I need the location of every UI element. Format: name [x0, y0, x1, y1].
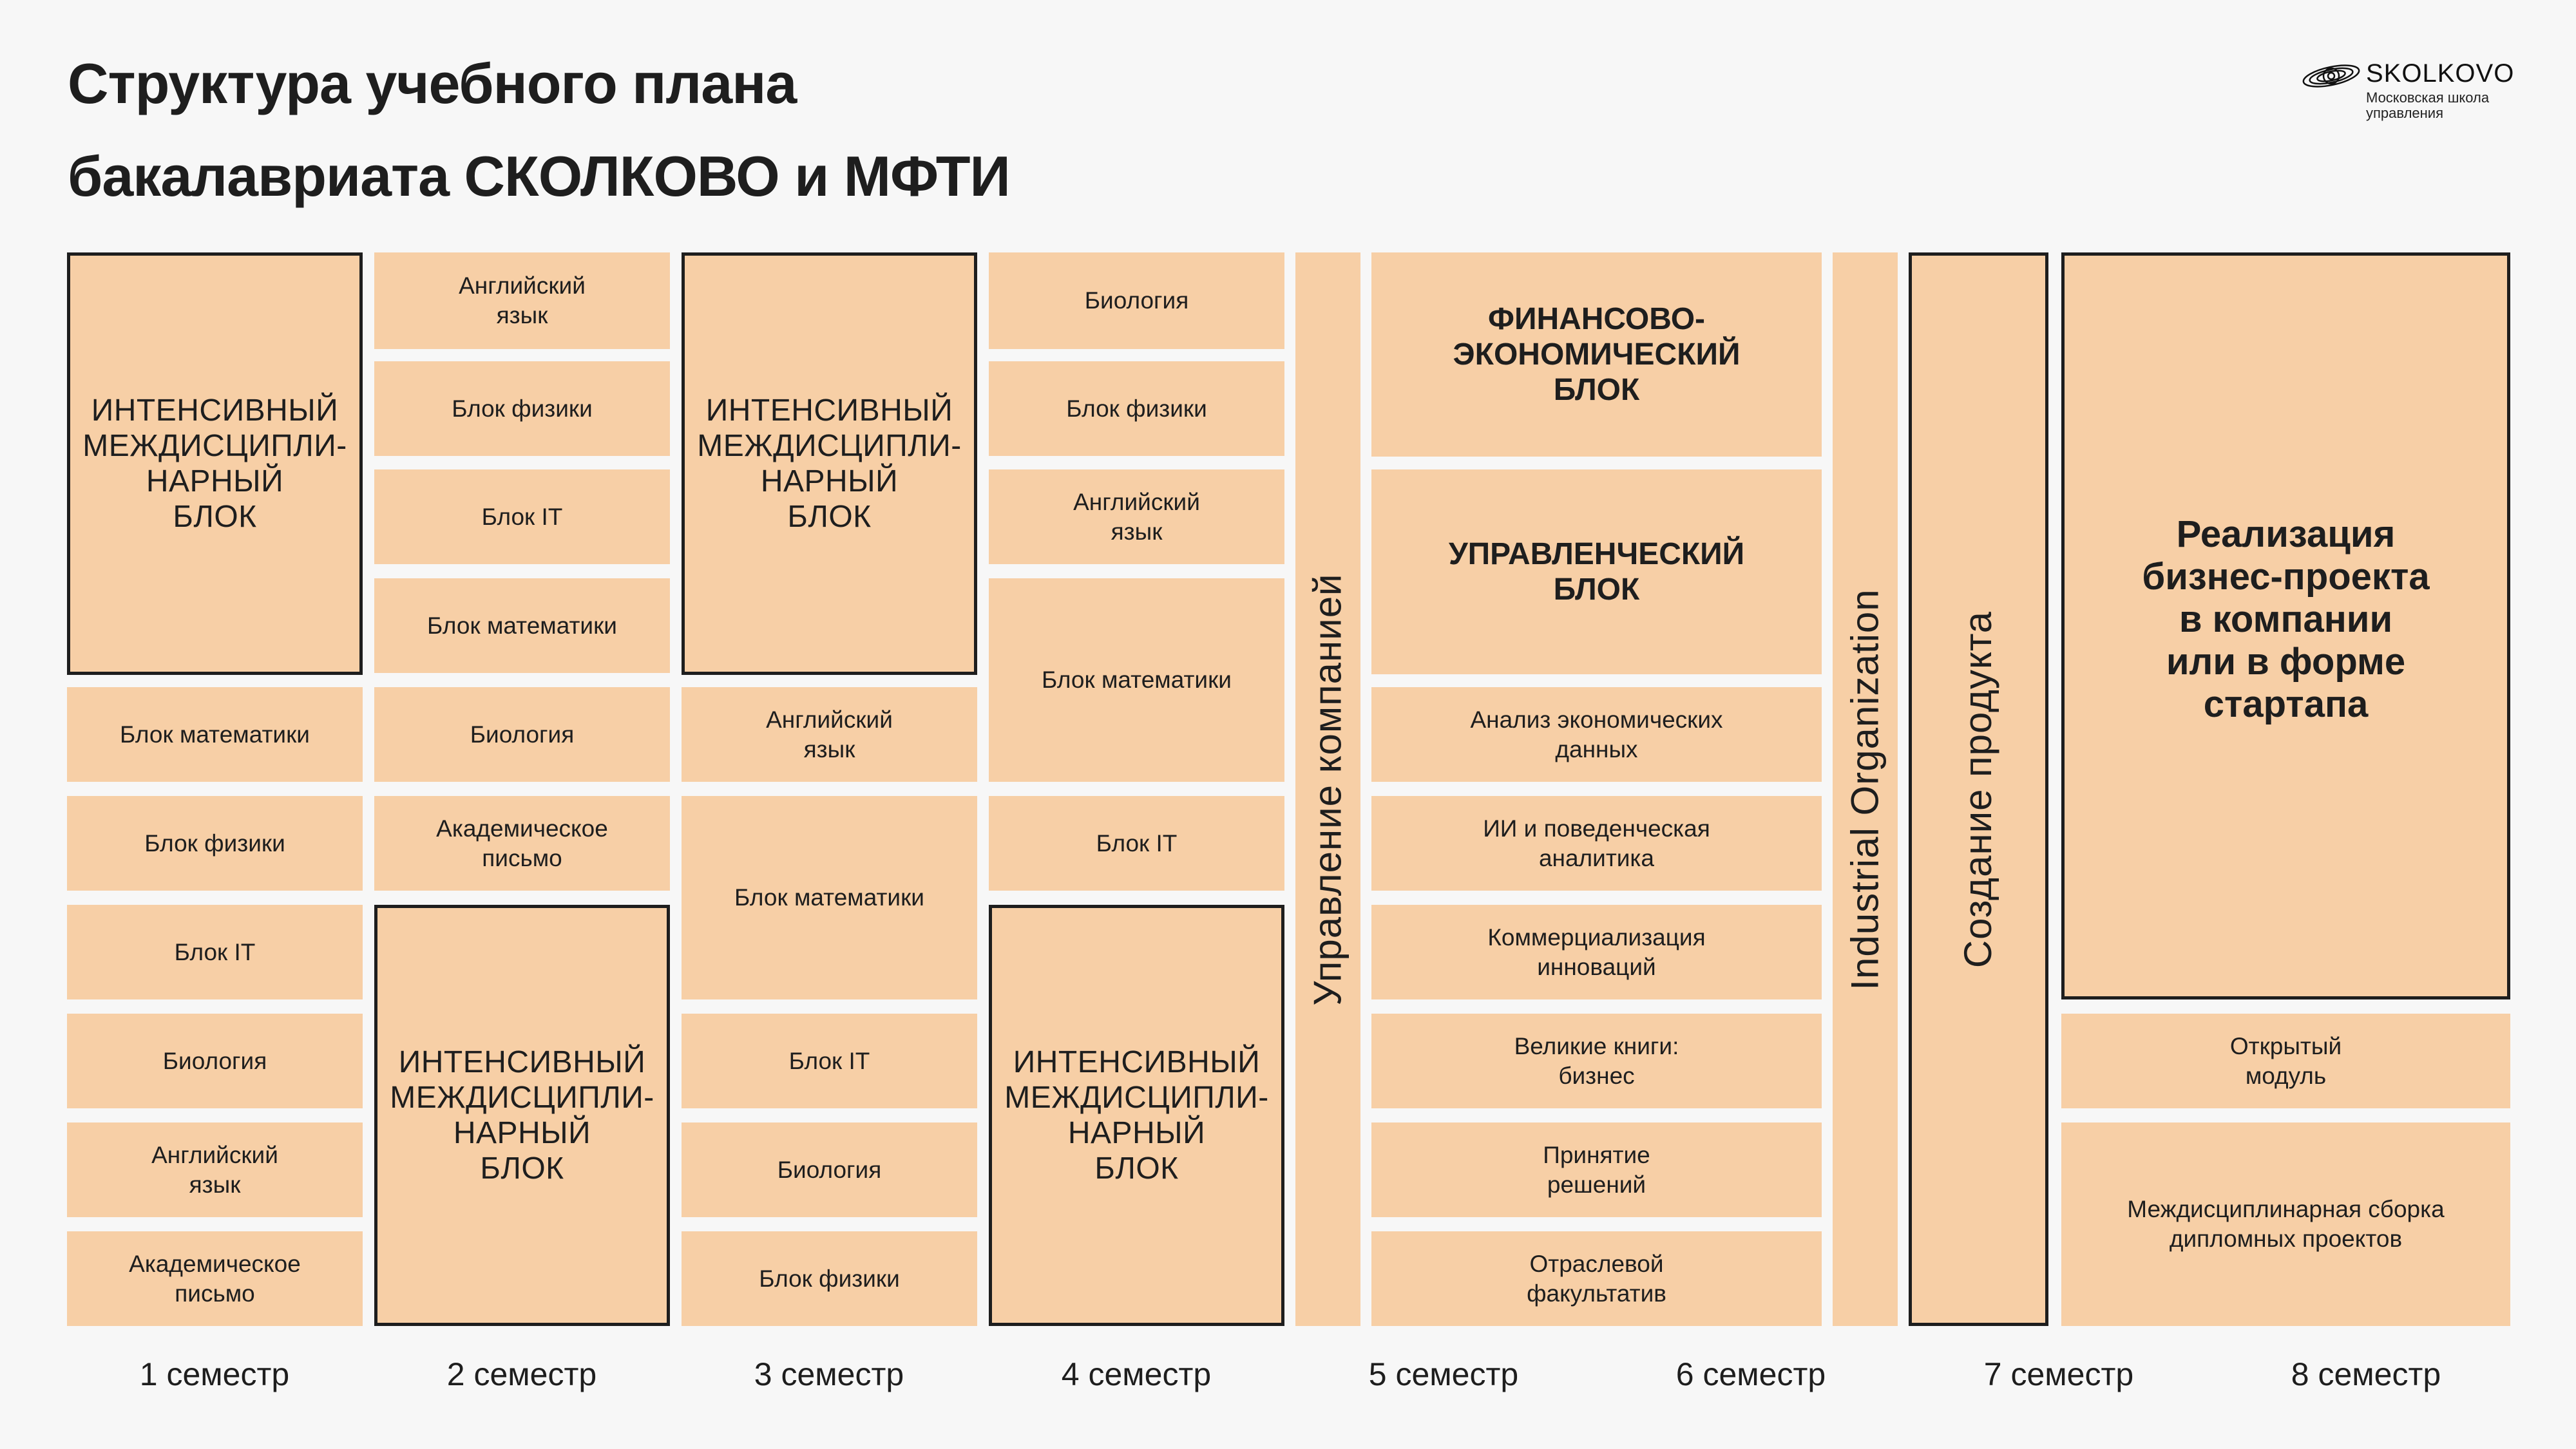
- sem56-innovation-commercialization: Коммерциализация инноваций: [1371, 905, 1822, 999]
- logo-subtitle: Московская школа управления: [2366, 90, 2489, 121]
- sem56-decision-making: Принятие решений: [1371, 1122, 1822, 1217]
- sem3-it-block: Блок IT: [682, 1014, 977, 1108]
- logo-name: SKOLKOVO: [2366, 59, 2515, 88]
- sem3-physics-block: Блок физики: [682, 1231, 977, 1326]
- sem78-business-project: Реализация бизнес-проекта в компании или в …: [2061, 252, 2510, 999]
- semester-label-7: 7 семестр: [1983, 1356, 2134, 1392]
- sem56-finance-block: ФИНАНСОВО- ЭКОНОМИЧЕСКИЙ БЛОК: [1371, 252, 1822, 457]
- sem56-ai-behavioral-analytics: ИИ и поведенческая аналитика: [1371, 796, 1822, 891]
- sem1-intensive-block: ИНТЕНСИВНЫЙ МЕЖДИСЦИПЛИ- НАРНЫЙ БЛОК: [67, 252, 363, 675]
- sem1-academic-writing: Академическое письмо: [67, 1231, 363, 1326]
- skolkovo-logo-icon: [2302, 64, 2360, 88]
- sem56-great-books: Великие книги: бизнес: [1371, 1014, 1822, 1108]
- sem78-diploma-assembly: Междисциплинарная сборка дипломных проект…: [2061, 1122, 2510, 1326]
- sem3-intensive-block: ИНТЕНСИВНЫЙ МЕЖДИСЦИПЛИ- НАРНЫЙ БЛОК: [682, 252, 977, 675]
- sem4-it-block: Блок IT: [989, 796, 1284, 891]
- sem3-math-block: Блок математики: [682, 796, 977, 999]
- sem56-industry-elective: Отраслевой факультатив: [1371, 1231, 1822, 1326]
- sem4-intensive-block: ИНТЕНСИВНЫЙ МЕЖДИСЦИПЛИ- НАРНЫЙ БЛОК: [989, 905, 1284, 1326]
- semester-label-5: 5 семестр: [1368, 1356, 1519, 1392]
- sem56-economic-data-analysis: Анализ экономических данных: [1371, 687, 1822, 782]
- sem3-english: Английский язык: [682, 687, 977, 782]
- sem3-biology: Биология: [682, 1122, 977, 1217]
- semester-label-6: 6 семестр: [1675, 1356, 1826, 1392]
- sem1-biology: Биология: [67, 1014, 363, 1108]
- sem2-biology: Биология: [374, 687, 670, 782]
- sem1-english: Английский язык: [67, 1122, 363, 1217]
- page-title: Структура учебного плана бакалавриата СК…: [68, 37, 1011, 223]
- skolkovo-logo: SKOLKOVO Московская школа управления: [2301, 57, 2533, 128]
- sem7-product-creation: Создание продукта: [1909, 252, 2048, 1326]
- sem2-english: Английский язык: [374, 252, 670, 349]
- title-line-2: бакалавриата СКОЛКОВО и МФТИ: [68, 144, 1011, 208]
- sem2-physics-block: Блок физики: [374, 361, 670, 456]
- sem6-industrial-organization: Industrial Organization: [1833, 252, 1898, 1326]
- semester-label-4: 4 семестр: [1061, 1356, 1212, 1392]
- sem5-company-management: Управление компанией: [1295, 252, 1360, 1326]
- logo-subtitle-line-1: Московская школа: [2366, 90, 2490, 106]
- semester-label-1: 1 семестр: [139, 1356, 290, 1392]
- sem4-math-block: Блок математики: [989, 578, 1284, 782]
- title-line-1: Структура учебного плана: [68, 52, 797, 115]
- sem4-physics-block: Блок физики: [989, 361, 1284, 456]
- sem2-intensive-block: ИНТЕНСИВНЫЙ МЕЖДИСЦИПЛИ- НАРНЫЙ БЛОК: [374, 905, 670, 1326]
- sem56-managerial-block: УПРАВЛЕНЧЕСКИЙ БЛОК: [1371, 469, 1822, 674]
- sem4-biology: Биология: [989, 252, 1284, 349]
- semester-label-2: 2 семестр: [446, 1356, 597, 1392]
- sem4-english: Английский язык: [989, 469, 1284, 564]
- semester-label-8: 8 семестр: [2291, 1356, 2441, 1392]
- sem1-it-block: Блок IT: [67, 905, 363, 999]
- semester-label-3: 3 семестр: [754, 1356, 904, 1392]
- sem2-math-block: Блок математики: [374, 578, 670, 673]
- sem1-physics-block: Блок физики: [67, 796, 363, 891]
- logo-subtitle-line-2: управления: [2366, 105, 2443, 121]
- sem78-open-module: Открытый модуль: [2061, 1014, 2510, 1108]
- sem2-academic-writing: Академическое письмо: [374, 796, 670, 891]
- sem1-math-block: Блок математики: [67, 687, 363, 782]
- sem2-it-block: Блок IT: [374, 469, 670, 564]
